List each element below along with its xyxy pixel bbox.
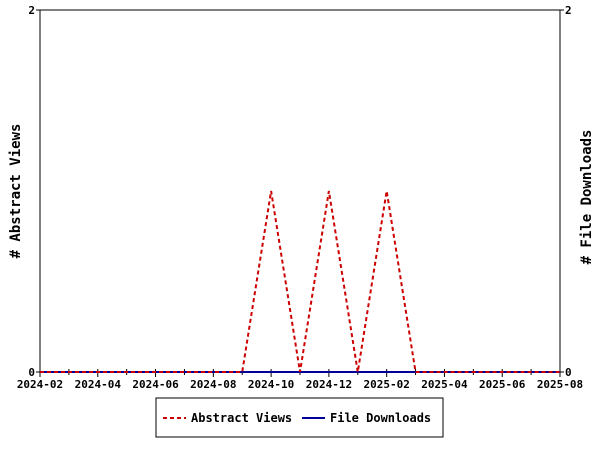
x-tick-label: 2025-06: [479, 378, 526, 391]
x-tick-label: 2024-12: [306, 378, 352, 391]
x-tick-label: 2024-10: [248, 378, 294, 391]
y-ticks: 0 2 0 2: [28, 4, 571, 379]
y-axis-title-left: # Abstract Views: [8, 124, 24, 259]
series-layer: [40, 190, 560, 373]
legend-label-abstract-views: Abstract Views: [191, 411, 292, 425]
x-tick-label: 2024-04: [75, 378, 122, 391]
y-tick-label-right: 0: [565, 366, 572, 379]
x-tick-label: 2024-08: [190, 378, 236, 391]
y-tick-label-left: 0: [28, 366, 35, 379]
plot-area: [39, 9, 561, 373]
y-axis-title-right: # File Downloads: [579, 130, 595, 265]
legend-box: [155, 397, 444, 438]
legend-label-file-downloads: File Downloads: [330, 411, 431, 425]
x-tick-label: 2025-08: [537, 378, 583, 391]
series-line-abstract-views: [40, 190, 560, 373]
x-tick-label: 2025-04: [421, 378, 468, 391]
y-tick-label-right: 2: [565, 4, 572, 17]
x-tick-label: 2025-02: [363, 378, 409, 391]
legend: Abstract Views File Downloads: [155, 397, 444, 438]
x-tick-label: 2024-06: [132, 378, 179, 391]
x-tick-label: 2024-02: [17, 378, 63, 391]
y-tick-label-left: 2: [28, 4, 35, 17]
x-tick-labels: 2024-02 2024-04 2024-06 2024-08 2024-10 2024-…: [17, 378, 583, 391]
